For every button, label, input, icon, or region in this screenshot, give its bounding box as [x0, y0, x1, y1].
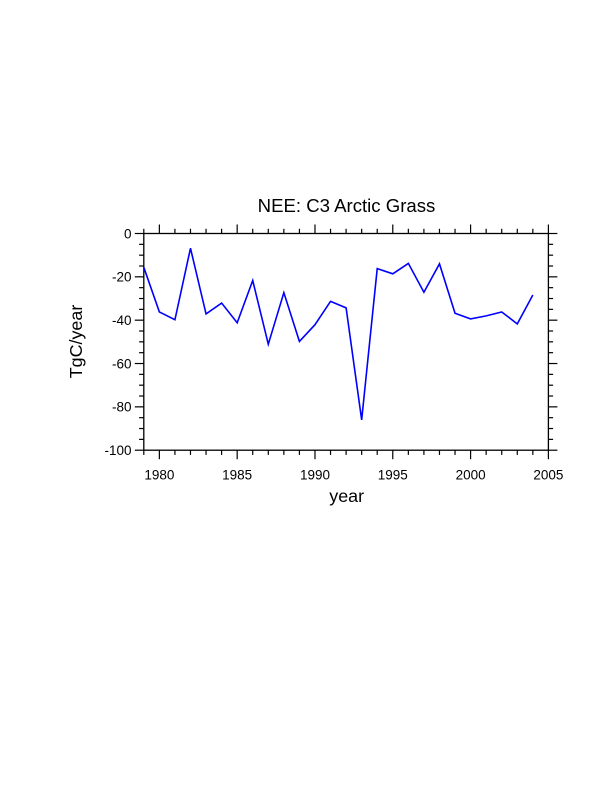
svg-text:2005: 2005 — [533, 467, 563, 482]
svg-text:-80: -80 — [112, 400, 132, 415]
svg-text:0: 0 — [124, 226, 132, 241]
svg-text:-20: -20 — [112, 270, 132, 285]
svg-text:1985: 1985 — [222, 467, 252, 482]
svg-text:NEE: C3 Arctic Grass: NEE: C3 Arctic Grass — [258, 195, 436, 216]
svg-text:-60: -60 — [112, 356, 132, 371]
svg-text:1990: 1990 — [300, 467, 330, 482]
svg-text:1995: 1995 — [378, 467, 408, 482]
svg-text:2000: 2000 — [456, 467, 486, 482]
svg-text:1980: 1980 — [144, 467, 174, 482]
svg-text:-40: -40 — [112, 313, 132, 328]
svg-text:-100: -100 — [104, 443, 131, 458]
svg-text:TgC/year: TgC/year — [66, 305, 86, 379]
svg-text:year: year — [329, 486, 364, 506]
